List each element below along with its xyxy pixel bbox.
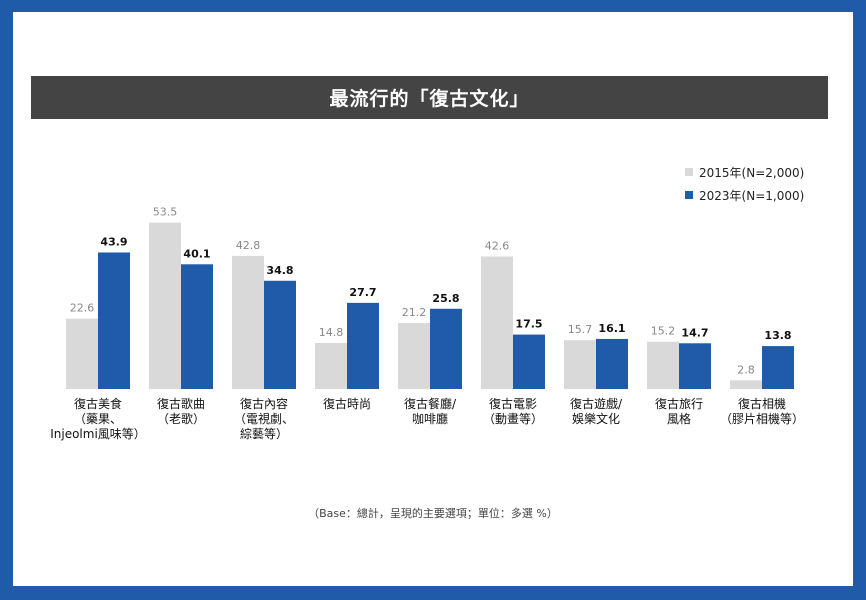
category-label-6-1: 娛樂文化	[572, 411, 620, 426]
value-label-2015-7: 15.2	[651, 325, 676, 338]
bar-2023-8	[762, 346, 794, 389]
bar-2023-6	[596, 338, 628, 389]
legend-swatch-2023	[685, 191, 693, 199]
value-label-2023-5: 17.5	[515, 318, 542, 331]
value-label-2015-6: 15.7	[568, 323, 593, 336]
bar-2015-3	[315, 342, 347, 389]
value-label-2015-0: 22.6	[70, 302, 95, 315]
category-label-8-0: 復古相機	[738, 396, 786, 411]
legend-item-2015: 2015年(N=2,000)	[685, 163, 804, 181]
bar-2023-0	[98, 252, 130, 389]
base-note: （Base：總計，呈現的主要選項；單位：多選 %）	[308, 507, 558, 520]
value-label-2023-0: 43.9	[100, 235, 127, 248]
value-label-2023-7: 14.7	[681, 326, 708, 339]
category-label-5-0: 復古電影	[489, 396, 537, 411]
value-label-2023-1: 40.1	[183, 247, 210, 260]
bar-2015-8	[730, 380, 762, 389]
value-label-2015-8: 2.8	[737, 363, 755, 376]
bar-2023-3	[347, 302, 379, 389]
title-bar: 最流行的「復古文化」	[31, 76, 828, 119]
value-label-2015-5: 42.6	[485, 240, 510, 253]
value-label-2015-1: 53.5	[153, 206, 178, 219]
bar-2015-1	[149, 222, 181, 389]
category-label-3-0: 復古時尚	[323, 396, 371, 411]
category-label-5-1: （動畫等）	[483, 411, 543, 426]
category-label-1-1: （老歌）	[157, 411, 205, 426]
bar-2015-5	[481, 256, 513, 389]
value-label-2015-4: 21.2	[402, 306, 427, 319]
bar-chart: 22.6 43.9 復古美食（藥果、Injeolmi風味等） 53.5 40.1 復古歌曲…	[50, 206, 804, 441]
bar-2023-2	[264, 280, 296, 389]
legend-label-2023: 2023年(N=1,000)	[699, 188, 805, 203]
bar-2023-7	[679, 343, 711, 389]
category-label-2-2: 綜藝等）	[240, 427, 288, 441]
value-label-2023-3: 27.7	[349, 286, 376, 299]
bar-2015-6	[564, 340, 596, 389]
bar-2015-0	[66, 318, 98, 389]
category-label-4-1: 咖啡廳	[412, 411, 448, 426]
category-label-1-0: 復古歌曲	[157, 396, 205, 411]
legend-label-2015: 2015年(N=2,000)	[699, 165, 805, 180]
legend-item-2023: 2023年(N=1,000)	[685, 186, 804, 204]
category-label-8-1: （膠片相機等）	[720, 411, 804, 426]
category-label-2-0: 復古內容	[240, 396, 288, 411]
chart-frame: 最流行的「復古文化」 2015年(N=2,000) 2023年(N=1,000)…	[13, 12, 853, 586]
bar-2015-4	[398, 323, 430, 389]
category-label-0-2: Injeolmi風味等）	[50, 427, 146, 441]
category-label-6-0: 復古遊戲/	[570, 396, 623, 411]
bar-2023-1	[181, 264, 213, 389]
value-label-2015-2: 42.8	[236, 239, 261, 252]
bar-2023-5	[513, 334, 545, 389]
category-label-0-0: 復古美食	[74, 396, 122, 411]
bar-2023-4	[430, 308, 462, 389]
value-label-2015-3: 14.8	[319, 326, 344, 339]
category-label-7-1: 風格	[667, 411, 691, 426]
value-label-2023-4: 25.8	[432, 292, 459, 305]
category-label-0-1: （藥果、	[74, 412, 122, 426]
category-label-4-0: 復古餐廳/	[404, 396, 457, 411]
category-label-7-0: 復古旅行	[655, 396, 703, 411]
bar-2015-7	[647, 341, 679, 389]
bar-2015-2	[232, 255, 264, 389]
legend-swatch-2015	[685, 168, 693, 176]
chart-title: 最流行的「復古文化」	[329, 88, 530, 110]
value-label-2023-6: 16.1	[598, 322, 625, 335]
value-label-2023-2: 34.8	[266, 264, 293, 277]
value-label-2023-8: 13.8	[764, 329, 791, 342]
legend: 2015年(N=2,000) 2023年(N=1,000)	[685, 163, 804, 209]
category-label-2-1: （電視劇、	[234, 411, 294, 426]
